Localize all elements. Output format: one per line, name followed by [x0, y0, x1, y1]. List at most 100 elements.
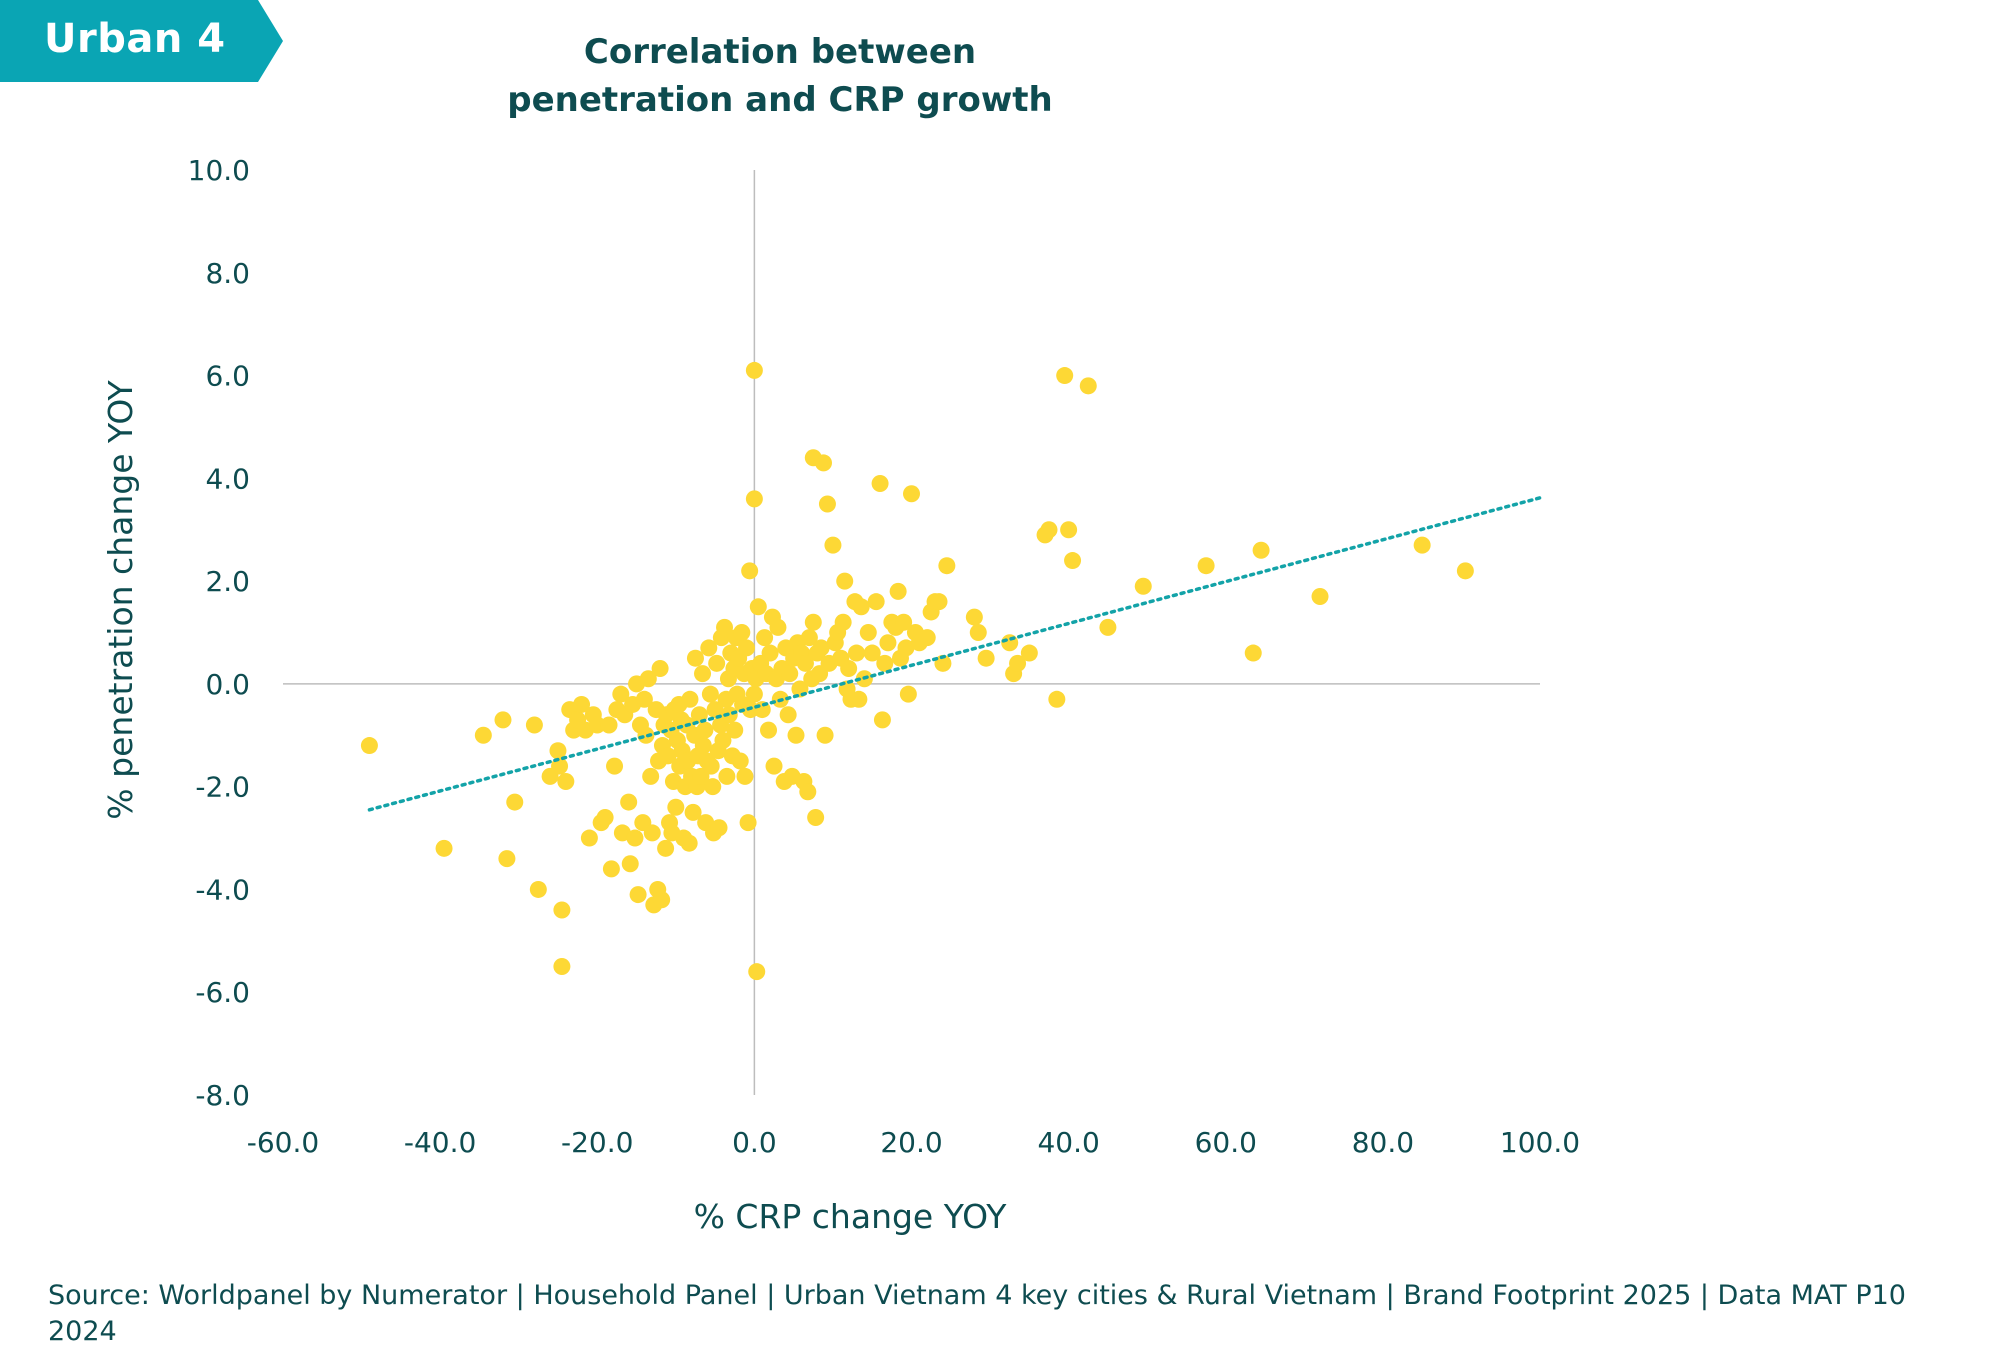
data-point [588, 716, 606, 734]
data-point [852, 598, 870, 616]
data-point [1056, 367, 1074, 385]
x-tick-label: -60.0 [247, 1126, 319, 1159]
data-point [620, 793, 638, 811]
data-point [836, 572, 854, 590]
data-point [708, 654, 726, 672]
data-point [435, 839, 453, 857]
data-point [596, 809, 614, 826]
data-point [745, 361, 763, 379]
data-point [696, 721, 714, 739]
data-point [781, 665, 799, 683]
data-point [818, 495, 836, 513]
data-point [573, 695, 591, 713]
data-point [1060, 521, 1078, 539]
data-point [756, 629, 774, 647]
data-point [1134, 577, 1152, 595]
data-point [977, 649, 995, 667]
data-point [360, 737, 378, 755]
data-point [1456, 562, 1474, 580]
y-tick-label: -8.0 [195, 1079, 250, 1112]
x-tick-label: 80.0 [1352, 1126, 1414, 1159]
x-tick-label: 60.0 [1195, 1126, 1257, 1159]
data-point [653, 891, 671, 909]
data-point [525, 716, 543, 734]
data-point [621, 855, 639, 873]
data-point [938, 557, 956, 575]
data-point [549, 742, 567, 760]
data-point [761, 644, 779, 662]
data-point [553, 958, 571, 976]
data-point [731, 752, 749, 770]
data-point [684, 803, 702, 821]
data-point [710, 819, 728, 837]
chart-title-line-2: penetration and CRP growth [507, 80, 1053, 120]
scatter-chart: 10.0 8.0 6.0 4.0 2.0 0.0 -2.0 -4.0 -6.0 -8.0 -60.0… [101, 154, 1580, 1236]
data-point [897, 639, 915, 657]
y-tick-label: -4.0 [195, 873, 250, 906]
data-point [629, 886, 647, 904]
data-point [606, 757, 624, 775]
data-point [1079, 377, 1097, 395]
y-tick-label: -2.0 [195, 771, 250, 804]
chart-title-line-1: Correlation between [583, 32, 977, 72]
tag-background [0, 0, 283, 82]
data-point [965, 608, 983, 626]
data-point [812, 639, 830, 657]
data-point [859, 624, 877, 641]
data-point [879, 634, 897, 652]
data-point [474, 726, 492, 744]
data-point [718, 767, 736, 785]
data-point [529, 880, 547, 898]
data-point [787, 726, 805, 744]
data-point [918, 629, 936, 647]
data-point [765, 757, 783, 775]
data-point [642, 767, 660, 785]
data-point [769, 618, 787, 636]
data-point [799, 783, 817, 801]
data-point [848, 644, 866, 662]
tag-label: Urban 4 [44, 16, 226, 62]
data-point [716, 618, 734, 636]
data-point [681, 690, 699, 708]
data-point [1413, 536, 1431, 554]
chart-title: Correlation between penetration and CRP … [460, 28, 1100, 124]
data-point [745, 685, 763, 703]
data-point [1048, 690, 1066, 708]
data-point [871, 474, 889, 492]
data-point [899, 685, 917, 703]
data-point [760, 721, 778, 739]
y-tick-label: -6.0 [195, 976, 250, 1009]
data-point [779, 706, 797, 724]
data-point [1197, 557, 1215, 575]
data-point [930, 593, 948, 611]
data-point [867, 593, 885, 611]
data-point [702, 757, 720, 775]
y-tick-label: 4.0 [205, 462, 250, 495]
data-point [635, 690, 653, 708]
data-point [704, 778, 722, 796]
data-point [807, 809, 825, 826]
data-point [739, 814, 757, 832]
data-point [506, 793, 524, 811]
data-point [602, 860, 620, 878]
data-point [804, 613, 822, 631]
data-point [580, 829, 598, 847]
y-tick-label: 0.0 [205, 668, 250, 701]
data-point [895, 613, 913, 631]
data-point [694, 737, 712, 755]
data-point [700, 639, 718, 657]
data-point [738, 639, 756, 657]
data-point [800, 629, 818, 647]
data-point [873, 711, 891, 729]
data-point [553, 901, 571, 919]
data-point [1040, 521, 1058, 539]
data-point [834, 613, 852, 631]
data-points [360, 361, 1474, 981]
data-point [889, 582, 907, 600]
data-point [733, 624, 751, 641]
data-point [1009, 654, 1027, 672]
data-point [796, 654, 814, 672]
data-point [840, 659, 858, 677]
data-point [1244, 644, 1262, 662]
data-point [639, 670, 657, 688]
